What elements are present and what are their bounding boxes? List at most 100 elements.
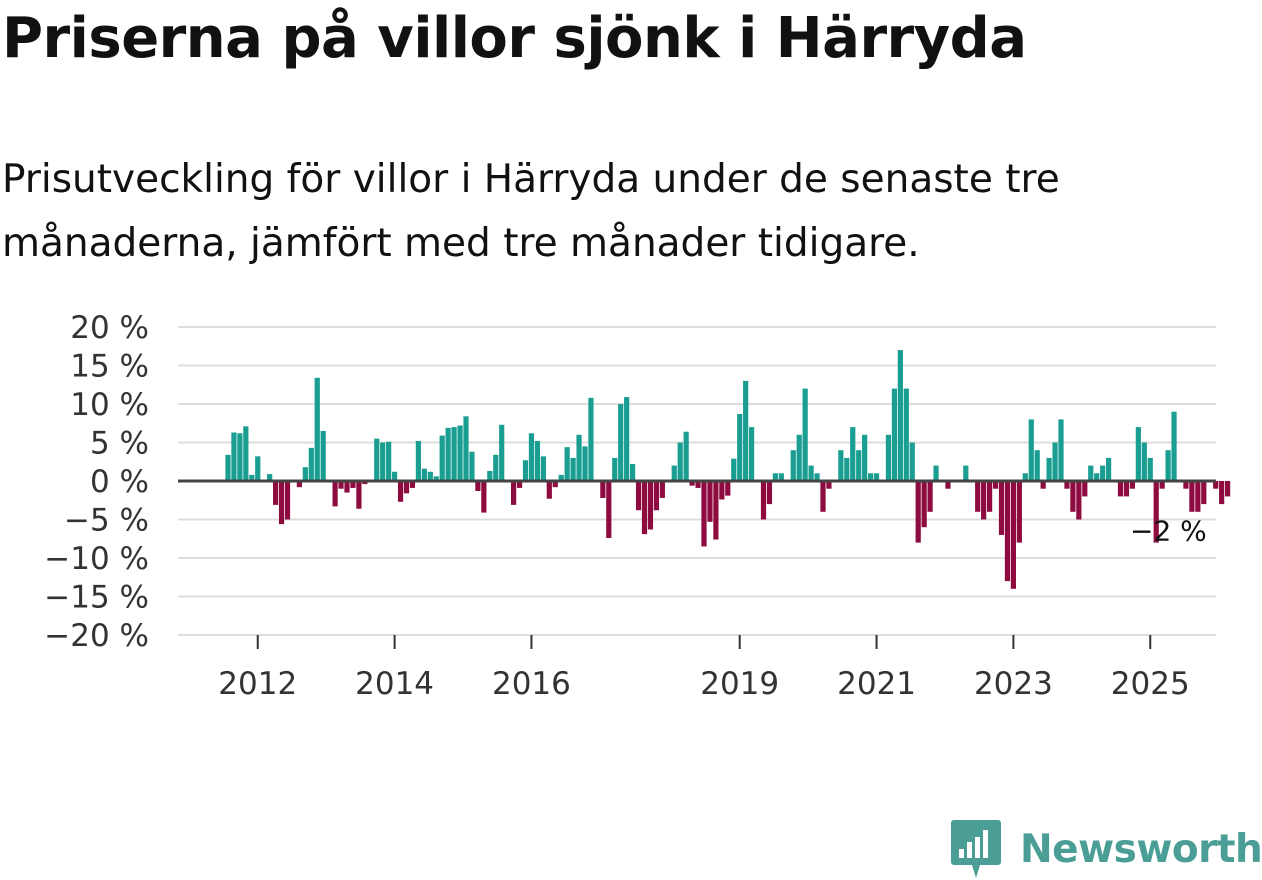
y-tick-label: 5 % [90,426,149,462]
bar [862,434,868,481]
bar [1159,481,1165,489]
y-tick-label: −5 % [64,503,149,539]
bar [653,481,659,511]
bar [856,450,862,481]
bar [249,474,255,481]
bar [273,481,279,505]
bar [362,481,368,485]
bar [445,427,451,481]
bar [320,430,326,481]
bar [278,481,285,525]
bar [713,481,719,540]
bar [1117,481,1124,497]
bar [707,481,713,522]
bar [647,481,654,530]
bar [344,481,350,493]
bar [427,471,433,481]
bar [1004,481,1011,582]
bar [927,481,933,512]
bar [582,446,588,481]
bar [790,450,796,481]
bar [945,481,951,489]
gridlines [178,326,1216,636]
bar [433,476,439,481]
bar [1141,442,1147,481]
bar [695,481,701,488]
bar [998,481,1005,535]
bar [499,424,505,481]
bar [409,481,416,488]
bar [267,474,273,481]
bar [838,450,844,481]
bar [1010,481,1016,589]
bar [701,481,707,547]
bar [1195,481,1201,512]
bar [469,451,475,481]
bar [522,460,529,481]
bar [302,467,308,481]
bar [511,481,517,505]
bar [380,442,386,481]
bar [1022,473,1028,481]
bar [284,481,291,520]
bar [749,427,755,481]
bar [743,380,749,481]
bar [1106,457,1112,481]
chart-title: Priserna på villor sjönk i Härryda [2,6,1027,71]
y-axis-ticks: 20 %15 %10 %5 %0 %−5 %−10 %−15 %−20 % [44,310,149,654]
bar [243,426,249,481]
bar [576,434,582,481]
y-tick-label: −10 % [44,541,149,577]
bar [1189,481,1195,512]
bar [683,431,689,481]
bar [737,414,743,481]
bar [1046,457,1052,481]
bar [1058,419,1064,481]
bar [225,454,231,481]
bar [308,447,314,481]
bar [534,440,540,481]
bar [975,481,981,512]
bar [671,465,677,481]
bar [1171,411,1177,481]
bar [814,473,820,481]
y-tick-label: 15 % [70,349,149,385]
bar [1201,481,1207,505]
bar [403,481,410,494]
last-value-label: −2 % [1130,514,1207,547]
bar [1088,465,1094,481]
y-tick-label: 20 % [70,310,149,346]
bar [909,442,915,481]
bar [624,397,630,481]
bar [1183,481,1189,489]
bar [808,465,814,481]
bar [612,457,618,481]
bar [374,438,380,481]
bar [659,481,665,498]
chart-subtitle: Prisutveckling för villor i Härryda unde… [2,157,1060,266]
bar [981,481,987,520]
bar [564,447,570,481]
bar [1213,481,1219,489]
bar [1129,481,1135,489]
bar [903,388,909,481]
bar [528,433,535,481]
bar [778,473,784,481]
bar [1100,465,1106,481]
bar [915,481,921,543]
bar [415,440,421,481]
bar [1135,427,1141,481]
bar [338,481,344,489]
bar [439,435,445,481]
bar [540,456,546,481]
newsworthy-logo-icon [951,820,1001,878]
bar [457,425,463,481]
bar [386,441,392,481]
bar [397,481,404,502]
bar [873,473,880,481]
newsworthy-logo[interactable]: Newsworthy [950,818,1262,880]
bar [606,481,612,538]
bar [731,458,737,481]
bar [558,474,564,481]
bar [1094,473,1100,481]
